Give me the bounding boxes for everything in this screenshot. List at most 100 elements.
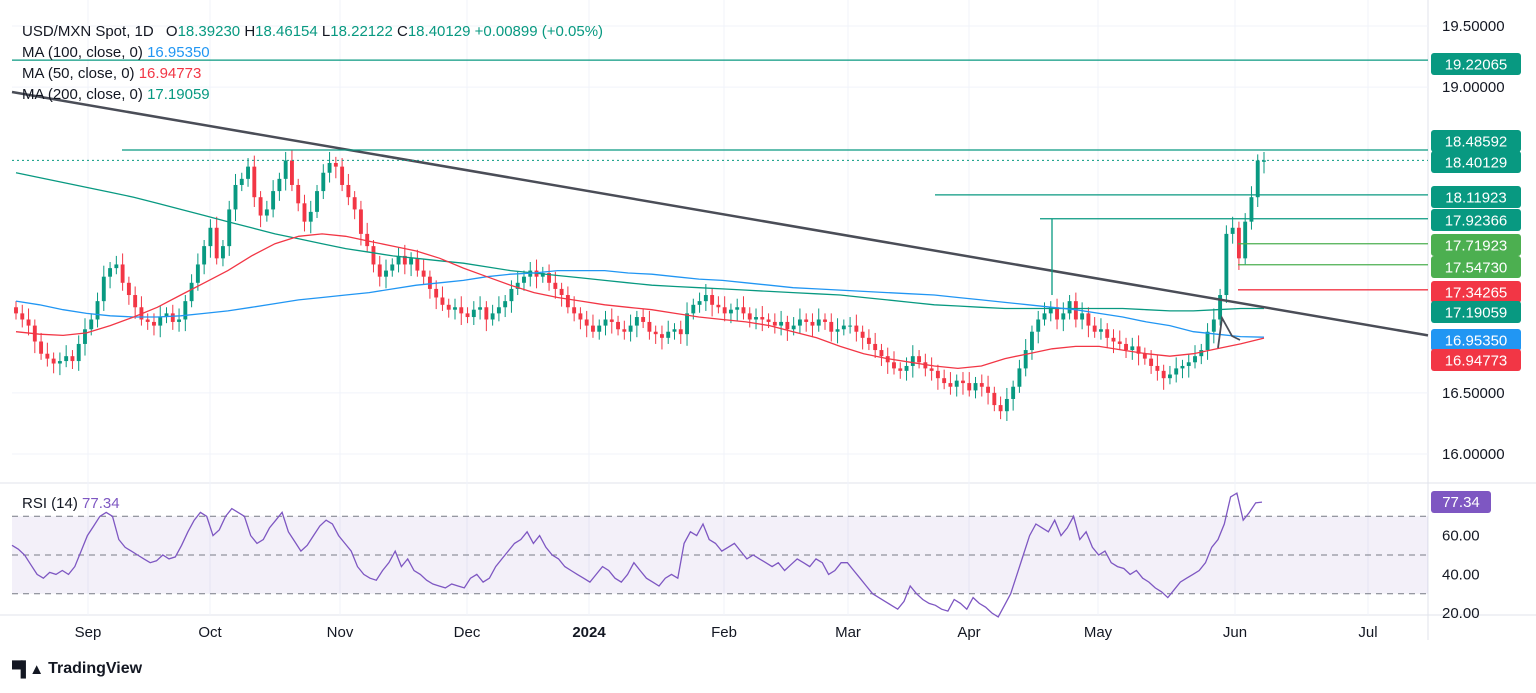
candle-body bbox=[89, 319, 94, 330]
candle-body bbox=[816, 319, 821, 326]
legend-ma100[interactable]: MA (100, close, 0) 16.95350 bbox=[22, 44, 210, 62]
candle-body bbox=[1111, 337, 1116, 342]
candle-body bbox=[685, 313, 689, 335]
price-label-badge bbox=[1431, 209, 1521, 231]
candle-body bbox=[1092, 325, 1097, 332]
rsi-tick-label: 60.00 bbox=[1442, 528, 1480, 545]
low-value: 18.22122 bbox=[330, 23, 393, 40]
candle-body bbox=[490, 313, 495, 320]
ma200-line bbox=[15, 172, 1264, 312]
candle-body bbox=[754, 317, 758, 320]
candle-body bbox=[252, 166, 257, 198]
candle-body bbox=[108, 268, 113, 277]
candle-body bbox=[772, 321, 777, 326]
candle-body bbox=[879, 350, 884, 357]
axes: 19.50000 19.00000 16.50000 16.00000 Sep Oct No… bbox=[75, 18, 1505, 641]
tradingview-logo[interactable]: ▀▌▲ TradingView bbox=[12, 660, 142, 678]
candle-body bbox=[735, 307, 740, 310]
symbol-title[interactable]: USD/MXN Spot, 1D bbox=[22, 23, 154, 40]
candle-body bbox=[841, 325, 846, 330]
candle-body bbox=[277, 178, 282, 192]
candle-body bbox=[584, 319, 589, 326]
candle-body bbox=[308, 211, 313, 222]
candle-body bbox=[1055, 307, 1059, 320]
candle-body bbox=[1048, 307, 1053, 314]
low-label: L bbox=[321, 23, 331, 40]
candle-body bbox=[923, 362, 928, 369]
candle-body bbox=[1067, 301, 1072, 314]
candle-body bbox=[935, 370, 940, 379]
candle-body bbox=[998, 405, 1003, 412]
candle-body bbox=[578, 313, 583, 320]
price-label-badge bbox=[1431, 256, 1521, 278]
candle-body bbox=[603, 319, 608, 326]
candle-body bbox=[158, 317, 163, 326]
candle-body bbox=[697, 301, 702, 305]
candle-body bbox=[289, 160, 294, 185]
candle-body bbox=[666, 331, 671, 338]
candle-body bbox=[1124, 343, 1128, 351]
close-label: C bbox=[397, 23, 408, 40]
candle-body bbox=[979, 383, 984, 387]
candle-body bbox=[961, 380, 965, 384]
candle-body bbox=[1130, 346, 1135, 351]
candle-body bbox=[271, 191, 276, 210]
overlays bbox=[11, 59, 1429, 370]
legend-rsi[interactable]: RSI (14) 77.34 bbox=[22, 495, 120, 513]
candle-body bbox=[377, 264, 382, 277]
candle-body bbox=[628, 325, 633, 332]
candle-body bbox=[660, 334, 664, 338]
candle-body bbox=[609, 319, 614, 322]
rsi-tick-label: 20.00 bbox=[1442, 605, 1480, 622]
candle-body bbox=[1105, 329, 1110, 338]
candle-body bbox=[1236, 227, 1241, 259]
legend-ma200[interactable]: MA (200, close, 0) 17.19059 bbox=[22, 86, 210, 104]
price-label-text: 18.40129 bbox=[1445, 155, 1508, 172]
candle-body bbox=[57, 361, 62, 364]
candle-body bbox=[540, 273, 545, 277]
candle-body bbox=[258, 197, 263, 216]
candle-body bbox=[459, 307, 464, 314]
candle-body bbox=[835, 329, 840, 332]
legend-ma50[interactable]: MA (50, close, 0) 16.94773 bbox=[22, 65, 201, 83]
candle-body bbox=[421, 270, 426, 277]
candle-body bbox=[1193, 356, 1197, 363]
candle-body bbox=[572, 307, 577, 314]
candle-body bbox=[766, 319, 771, 322]
rsi-label-badge bbox=[1431, 491, 1491, 513]
candle-body bbox=[503, 301, 508, 308]
candle-body bbox=[409, 258, 414, 265]
candle-body bbox=[547, 273, 552, 283]
candle-body bbox=[967, 383, 972, 391]
candle-body bbox=[358, 209, 363, 234]
candle-body bbox=[327, 162, 332, 173]
price-label-badge bbox=[1431, 130, 1521, 152]
close-value: 18.40129 bbox=[407, 23, 471, 40]
candle-body bbox=[233, 184, 238, 210]
candle-body bbox=[1180, 365, 1185, 369]
candle-body bbox=[722, 307, 727, 314]
candle-body bbox=[221, 246, 225, 259]
candle-body bbox=[396, 255, 401, 265]
candle-body bbox=[164, 313, 169, 318]
candle-body bbox=[860, 331, 865, 338]
candle-body bbox=[1255, 160, 1260, 198]
price-series bbox=[14, 149, 1266, 421]
candle-body bbox=[741, 307, 746, 314]
candle-body bbox=[804, 319, 809, 322]
candle-body bbox=[302, 203, 307, 222]
candle-body bbox=[710, 295, 715, 305]
price-label-text: 17.54730 bbox=[1445, 260, 1508, 277]
time-tick-label: Jun bbox=[1223, 624, 1247, 641]
candle-body bbox=[170, 313, 175, 322]
candle-body bbox=[917, 356, 922, 363]
candle-body bbox=[565, 295, 570, 308]
tradingview-icon: ▀▌▲ bbox=[12, 660, 44, 678]
price-label-text: 17.71923 bbox=[1445, 238, 1508, 255]
ma50-line bbox=[15, 233, 1265, 370]
candle-body bbox=[315, 191, 319, 212]
candle-body bbox=[1042, 313, 1047, 320]
price-label-text: 17.34265 bbox=[1445, 285, 1508, 302]
high-label: H bbox=[244, 23, 256, 40]
candle-body bbox=[126, 282, 131, 296]
